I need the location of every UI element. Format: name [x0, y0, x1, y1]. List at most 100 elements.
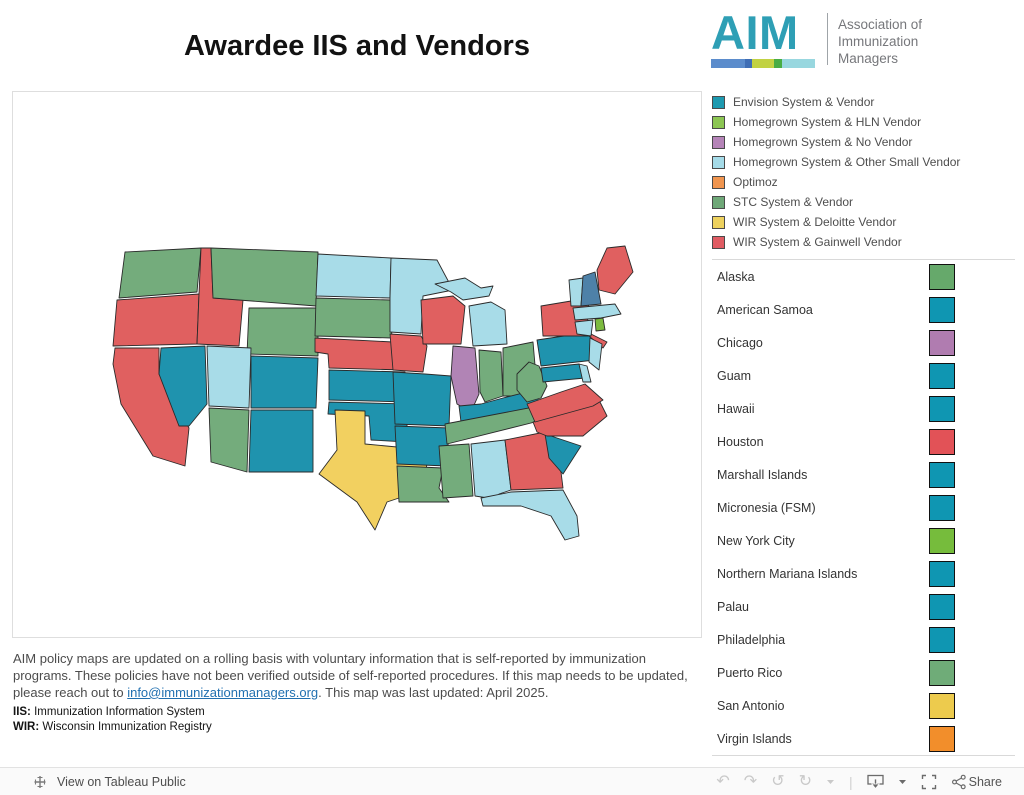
legend-label: Envision System & Vendor: [733, 95, 875, 109]
state-ND[interactable]: [315, 253, 392, 299]
org-name: Association of Immunization Managers: [838, 10, 922, 68]
state-CT[interactable]: [574, 319, 594, 337]
org-line: Managers: [838, 51, 899, 66]
state-MI[interactable]: [468, 301, 508, 347]
state-WY[interactable]: [246, 307, 319, 357]
territory-row[interactable]: Philadelphia: [712, 623, 1015, 656]
territory-row[interactable]: Palau: [712, 590, 1015, 623]
legend-swatch: [712, 235, 725, 249]
territory-label: New York City: [717, 533, 795, 548]
territory-row[interactable]: Puerto Rico: [712, 656, 1015, 689]
aim-logo-text: AIM: [711, 6, 799, 59]
state-MD[interactable]: [540, 363, 586, 383]
territory-row[interactable]: Hawaii: [712, 392, 1015, 425]
territory-swatch: [929, 527, 955, 554]
state-NM[interactable]: [248, 409, 314, 473]
territory-swatch: [929, 725, 955, 752]
territory-swatch: [929, 626, 955, 653]
view-on-tableau-public[interactable]: View on Tableau Public: [32, 774, 186, 790]
state-WA[interactable]: [118, 247, 202, 299]
territory-list: Alaska American Samoa Chicago Guam Hawaii Hou…: [712, 259, 1015, 756]
state-CA[interactable]: [112, 347, 190, 467]
abbr-wir: WIR: Wisconsin Immunization Registry: [13, 720, 212, 733]
legend-swatch: [712, 115, 725, 129]
state-NH[interactable]: [580, 271, 602, 307]
state-UT[interactable]: [206, 345, 252, 409]
state-IA[interactable]: [389, 333, 428, 373]
legend-item[interactable]: WIR System & Gainwell Vendor: [712, 232, 1015, 252]
territory-swatch: [929, 494, 955, 521]
state-ME[interactable]: [596, 245, 634, 295]
legend-item[interactable]: Homegrown System & No Vendor: [712, 132, 1015, 152]
us-choropleth-map[interactable]: [13, 92, 701, 637]
territory-row[interactable]: San Antonio: [712, 689, 1015, 722]
state-NJ[interactable]: [588, 337, 603, 371]
territory-row[interactable]: New York City: [712, 524, 1015, 557]
abbreviation-key: IIS: Immunization Information System WIR…: [13, 705, 212, 734]
logo-stripe-segment: [752, 59, 774, 69]
state-MT[interactable]: [210, 247, 319, 307]
territory-label: Micronesia (FSM): [717, 500, 816, 515]
state-NV[interactable]: [158, 345, 208, 427]
refresh-icon[interactable]: ↻: [798, 772, 812, 790]
footer-text: . This map was last updated: April 2025.: [318, 684, 549, 700]
territory-row[interactable]: Houston: [712, 425, 1015, 458]
share-button[interactable]: Share: [951, 774, 1002, 790]
territory-swatch: [929, 329, 955, 356]
territory-row[interactable]: Northern Mariana Islands: [712, 557, 1015, 590]
state-WV[interactable]: [516, 361, 548, 403]
territory-swatch: [929, 395, 955, 422]
state-MA[interactable]: [572, 303, 622, 321]
territory-row[interactable]: Alaska: [712, 260, 1015, 293]
legend-item[interactable]: Optimoz: [712, 172, 1015, 192]
logo-stripe-segment: [711, 59, 746, 69]
state-FL[interactable]: [480, 489, 580, 541]
state-AL[interactable]: [470, 439, 512, 501]
refresh-caret-icon[interactable]: [826, 779, 835, 785]
legend-item[interactable]: Homegrown System & Other Small Vendor: [712, 152, 1015, 172]
territory-label: Puerto Rico: [717, 665, 783, 680]
legend-label: Homegrown System & HLN Vendor: [733, 115, 922, 129]
state-VA[interactable]: [526, 383, 604, 423]
org-line: Immunization: [838, 34, 919, 49]
state-SD[interactable]: [314, 297, 393, 339]
legend-item[interactable]: STC System & Vendor: [712, 192, 1015, 212]
legend-item[interactable]: Envision System & Vendor: [712, 92, 1015, 112]
state-AZ[interactable]: [208, 407, 250, 473]
contact-email-link[interactable]: info@immunizationmanagers.org: [127, 684, 319, 700]
state-OR[interactable]: [112, 293, 200, 347]
territory-row[interactable]: Guam: [712, 359, 1015, 392]
state-SC[interactable]: [544, 433, 582, 475]
download-icon[interactable]: [866, 774, 884, 790]
state-DE[interactable]: [578, 363, 592, 383]
territory-row[interactable]: American Samoa: [712, 293, 1015, 326]
legend-swatch: [712, 95, 725, 109]
territory-label: American Samoa: [717, 302, 813, 317]
redo-icon[interactable]: ↷: [743, 772, 758, 790]
state-WI[interactable]: [420, 295, 466, 345]
state-MS[interactable]: [438, 443, 474, 499]
state-CO[interactable]: [250, 355, 319, 409]
legend-swatch: [712, 155, 725, 169]
state-RI[interactable]: [594, 317, 606, 332]
download-caret-icon[interactable]: [898, 779, 907, 785]
aim-logo-stripe: [711, 59, 815, 69]
territory-row[interactable]: Marshall Islands: [712, 458, 1015, 491]
state-TX[interactable]: [318, 409, 430, 531]
state-MIUP[interactable]: [434, 277, 494, 301]
state-PA[interactable]: [536, 331, 596, 367]
state-MO[interactable]: [392, 371, 452, 427]
legend-item[interactable]: WIR System & Deloitte Vendor: [712, 212, 1015, 232]
state-IL[interactable]: [450, 345, 480, 413]
reset-icon[interactable]: ↺: [771, 772, 785, 790]
legend-item[interactable]: Homegrown System & HLN Vendor: [712, 112, 1015, 132]
territory-swatch: [929, 560, 955, 587]
territory-row[interactable]: Micronesia (FSM): [712, 491, 1015, 524]
territory-row[interactable]: Virgin Islands: [712, 722, 1015, 755]
fullscreen-icon[interactable]: [921, 774, 937, 790]
legend-label: Homegrown System & No Vendor: [733, 135, 913, 149]
legend-label: WIR System & Gainwell Vendor: [733, 235, 902, 249]
state-IN[interactable]: [478, 349, 504, 403]
undo-icon[interactable]: ↶: [716, 772, 730, 790]
territory-row[interactable]: Chicago: [712, 326, 1015, 359]
